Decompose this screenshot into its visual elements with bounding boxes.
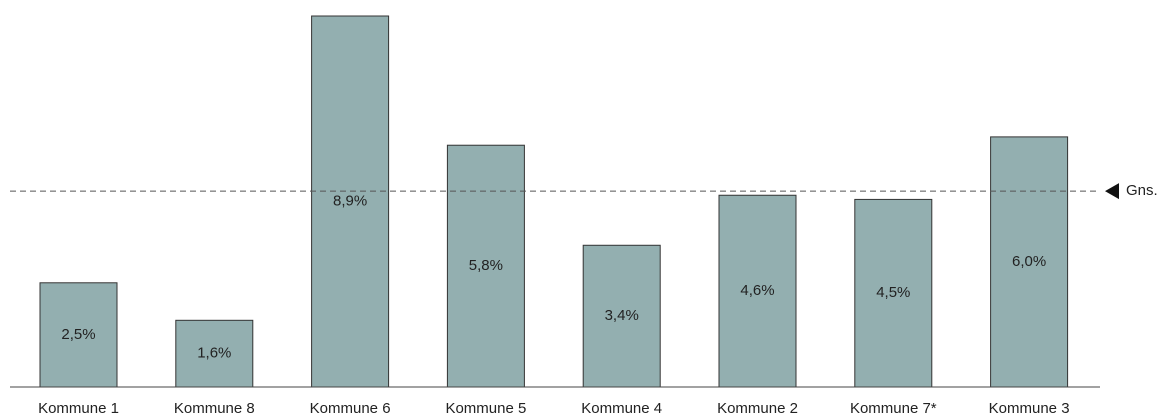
x-tick-label: Kommune 8 [174,400,255,416]
data-label: 3,4% [605,307,639,324]
bar [990,136,1069,388]
data-label: 6,0% [1012,253,1046,270]
x-tick-label: Kommune 5 [445,400,526,416]
data-label: 8,9% [333,192,367,209]
x-tick-label: Kommune 2 [717,400,798,416]
bar [446,144,525,388]
bar [175,319,254,388]
x-tick-label: Kommune 1 [38,400,119,416]
x-tick-label: Kommune 6 [310,400,391,416]
data-label: 4,6% [740,282,774,299]
x-tick-label: Kommune 3 [989,400,1070,416]
x-tick-label: Kommune 4 [581,400,662,416]
data-label: 5,8% [469,257,503,274]
bar [718,194,797,388]
data-label: 4,5% [876,284,910,301]
data-label: 1,6% [197,345,231,362]
average-marker [1105,183,1119,200]
bar [39,282,118,388]
bar [582,244,661,388]
average-label: Gns. [1126,182,1158,199]
data-label: 2,5% [61,326,95,343]
bar [311,15,390,388]
x-tick-label: Kommune 7* [850,400,937,416]
